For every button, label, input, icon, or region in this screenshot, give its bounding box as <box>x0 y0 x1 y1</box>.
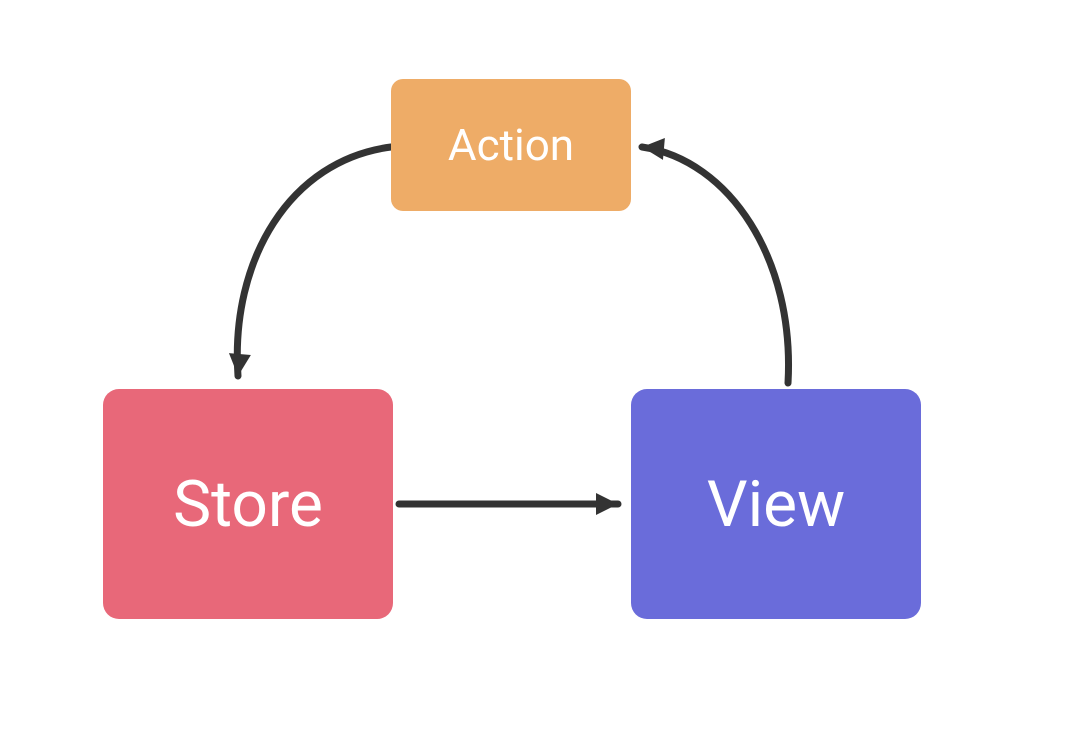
edge-action-to-store <box>237 147 391 376</box>
diagram-stage: Action Store View <box>0 0 1088 750</box>
node-view: View <box>631 389 921 619</box>
node-store: Store <box>103 389 393 619</box>
node-view-label: View <box>707 467 845 542</box>
arrowhead-view-to-action <box>641 136 665 160</box>
node-store-label: Store <box>173 467 323 542</box>
arrowhead-action-to-store <box>227 353 251 377</box>
edge-view-to-action <box>642 147 789 383</box>
arrowhead-store-to-view <box>596 493 618 515</box>
node-action: Action <box>391 79 631 211</box>
node-action-label: Action <box>448 119 574 171</box>
